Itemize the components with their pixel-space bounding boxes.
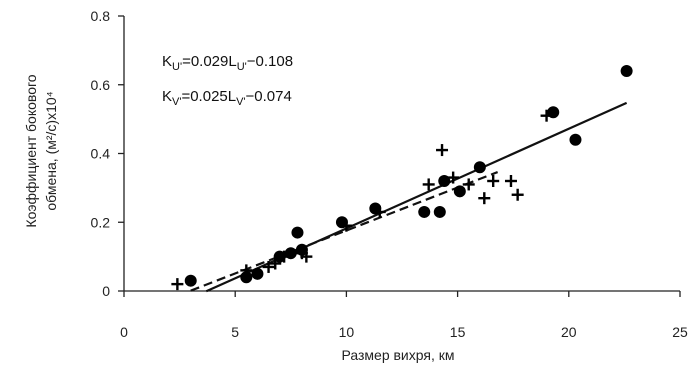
tick-labels: 0 5 10 15 20 25 0 0.2 0.4 0.6 0.8	[91, 8, 688, 340]
data-point-plus	[436, 144, 449, 157]
data-point-circle	[453, 185, 466, 198]
data-point-plus	[278, 250, 291, 263]
x-tick-label: 5	[231, 324, 239, 340]
y-axis-label-line1: Коэффициент бокового	[23, 74, 39, 227]
tick-marks	[118, 15, 681, 297]
data-point-plus	[504, 175, 517, 187]
eq-u-k: K	[162, 53, 172, 70]
x-axis-label: Размер вихря, км	[341, 347, 454, 363]
eq-v-mid: =0.025L	[181, 88, 236, 105]
data-point-plus	[340, 219, 353, 232]
data-point-circle	[291, 226, 304, 239]
data-point-plus	[269, 257, 282, 270]
data-point-circle	[251, 267, 264, 280]
data-point-plus	[447, 171, 460, 184]
data-point-circle	[620, 65, 633, 77]
eq-u-mid: =0.029L	[182, 53, 237, 70]
data-point-plus	[462, 178, 475, 191]
eq-v-k-sub: V'	[172, 96, 181, 108]
eq-u-l-sub: U'	[237, 61, 247, 73]
data-point-plus	[240, 264, 253, 277]
fit-line-dashed	[190, 171, 499, 292]
data-point-plus	[262, 260, 275, 273]
eq-v-tail: −0.074	[246, 88, 292, 105]
y-tick-label: 0	[102, 283, 110, 299]
equation-v: KV'=0.025LV'−0.074	[162, 88, 292, 108]
data-point-plus	[540, 109, 553, 122]
data-point-circle	[473, 161, 486, 174]
data-point-plus	[511, 188, 524, 201]
eq-u-tail: −0.108	[247, 53, 293, 70]
x-tick-label: 10	[339, 324, 355, 340]
x-tick-label: 15	[450, 324, 466, 340]
eq-v-k: K	[162, 88, 172, 105]
data-point-circle	[433, 205, 446, 218]
y-axis-label-line2: обмена, (м²/с)х10⁴	[43, 91, 59, 210]
data-point-plus	[422, 178, 435, 191]
data-point-plus	[300, 250, 313, 263]
data-point-circle	[240, 271, 253, 284]
x-tick-label: 20	[561, 324, 577, 340]
data-point-plus	[373, 205, 386, 218]
data-point-plus	[478, 192, 491, 205]
y-tick-label: 0.2	[91, 214, 111, 230]
eq-v-l-sub: V'	[236, 96, 245, 108]
x-tick-label: 25	[672, 324, 688, 340]
y-tick-label: 0.8	[91, 8, 111, 24]
x-tick-label: 0	[120, 324, 128, 340]
y-tick-label: 0.4	[91, 146, 111, 162]
eq-u-k-sub: U'	[172, 61, 182, 73]
data-point-circle	[184, 274, 197, 287]
data-point-circle	[569, 133, 582, 146]
fit-lines	[190, 101, 628, 293]
data-points	[171, 65, 633, 291]
data-point-circle	[418, 205, 431, 218]
y-tick-label: 0.6	[91, 77, 111, 93]
data-point-plus	[487, 175, 500, 187]
data-point-plus	[171, 278, 184, 291]
equation-u: KU'=0.029LU'−0.108	[162, 53, 293, 73]
